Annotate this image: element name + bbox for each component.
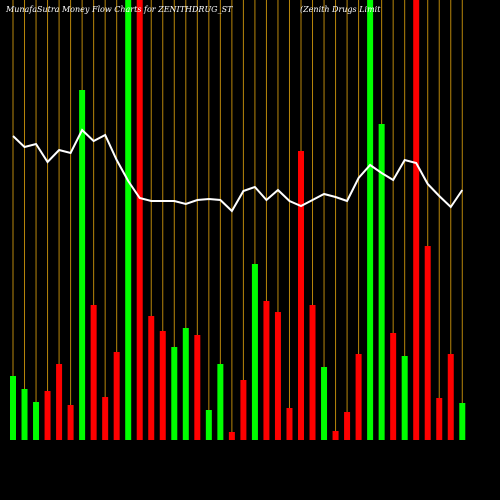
bar — [274, 312, 281, 440]
lines — [12, 128, 464, 213]
bar — [79, 90, 86, 440]
bar — [148, 316, 155, 440]
chart-subtitle: (Zenith Drugs Limit — [300, 5, 381, 14]
bar — [90, 305, 97, 440]
bar — [263, 301, 270, 440]
bar — [355, 354, 362, 440]
bar — [378, 124, 385, 440]
bar — [413, 0, 420, 440]
bar — [401, 356, 408, 440]
bar — [205, 410, 212, 440]
bar — [10, 376, 16, 440]
bar — [344, 412, 351, 440]
bar — [67, 405, 74, 440]
bar — [136, 0, 143, 440]
bar — [436, 398, 443, 440]
bar — [217, 364, 224, 440]
bar — [332, 431, 339, 440]
bar — [171, 347, 178, 440]
bar — [102, 397, 109, 440]
bar — [113, 352, 120, 440]
bar — [56, 364, 63, 440]
bar — [447, 354, 454, 440]
bar — [321, 367, 328, 440]
bar — [182, 328, 189, 440]
bar — [33, 402, 40, 440]
bar — [21, 389, 28, 440]
money-flow-line — [12, 128, 464, 213]
bar — [424, 246, 431, 440]
bar — [240, 380, 247, 440]
bar — [367, 0, 374, 440]
bar — [309, 305, 316, 440]
bars — [10, 0, 466, 440]
bar — [228, 432, 235, 440]
bar — [390, 333, 397, 440]
bar — [159, 331, 166, 440]
bar — [44, 391, 51, 440]
bar — [286, 408, 293, 440]
chart-title: MunafaSutra Money Flow Charts for ZENITH… — [5, 5, 233, 14]
bar — [251, 264, 258, 440]
bar — [459, 403, 466, 440]
bar — [298, 151, 304, 440]
bar — [125, 0, 132, 440]
bar — [194, 335, 201, 440]
